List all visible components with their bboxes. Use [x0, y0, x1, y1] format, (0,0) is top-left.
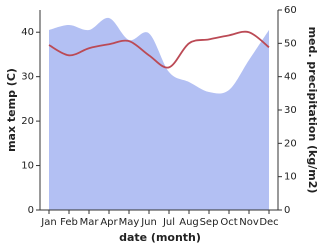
y-tick-label: 0 [28, 205, 34, 216]
x-tick-label: Jun [140, 217, 157, 228]
y-tick-label: 30 [21, 72, 34, 83]
y2-tick-label: 60 [284, 5, 297, 16]
x-tick-label: Nov [239, 217, 259, 228]
x-tick-label: Mar [80, 217, 100, 228]
y2-tick-label: 20 [284, 138, 297, 149]
x-tick-label: Apr [100, 217, 118, 228]
x-tick-label: Dec [259, 217, 278, 228]
precipitation-area [49, 17, 269, 210]
y2-axis-label: med. precipitation (kg/m2) [306, 27, 318, 194]
x-tick-label: Sep [200, 217, 219, 228]
y2-tick-label: 40 [284, 72, 297, 83]
y2-tick-label: 30 [284, 105, 297, 116]
x-tick-label: Feb [60, 217, 78, 228]
y-axis-label: max temp (C) [5, 68, 18, 152]
x-tick-label: Jan [40, 217, 56, 228]
temperature-line [48, 30, 270, 69]
x-tick-label: Jul [162, 217, 175, 228]
y2-tick-label: 50 [284, 38, 297, 49]
y2-tick-label: 0 [284, 205, 290, 216]
x-tick-label: Aug [179, 217, 199, 228]
y-tick-label: 40 [21, 27, 34, 38]
y2-tick-label: 10 [284, 172, 297, 183]
x-tick-label: Oct [220, 217, 237, 228]
x-tick-label: May [119, 217, 140, 228]
y-tick-label: 10 [21, 161, 34, 172]
y-tick-label: 20 [21, 116, 34, 127]
x-axis-label: date (month) [119, 231, 201, 244]
